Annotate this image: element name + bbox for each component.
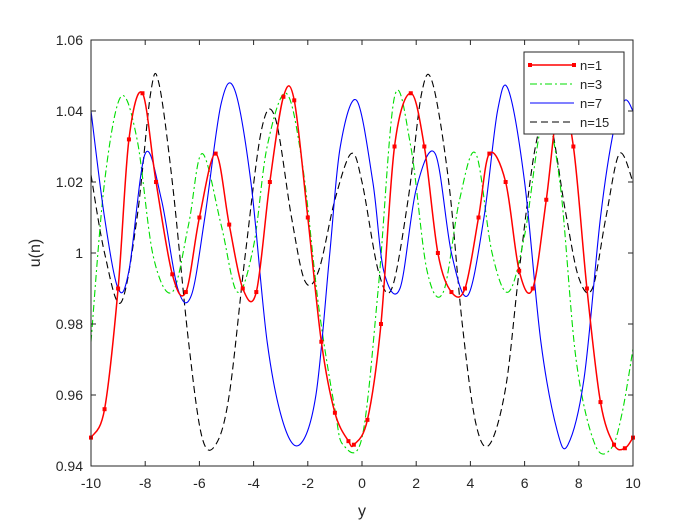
legend-item: n=15 [530, 115, 609, 130]
data-point [140, 91, 145, 96]
data-point [197, 215, 202, 220]
data-point [102, 407, 107, 412]
data-point [183, 290, 188, 295]
y-axis-label: u(n) [27, 239, 44, 267]
data-point [351, 442, 356, 447]
y-tick-label: 1 [75, 245, 83, 261]
data-point [392, 144, 397, 149]
data-point [571, 144, 576, 149]
data-point [584, 286, 589, 291]
y-tick-label: 1.02 [56, 174, 83, 190]
data-point [292, 98, 297, 103]
data-point [126, 137, 131, 142]
x-tick-label: 8 [575, 475, 583, 491]
legend-label: n=3 [580, 77, 602, 92]
data-point [503, 180, 508, 184]
data-point [378, 322, 383, 326]
data-point [598, 400, 603, 405]
y-tick-label: 0.96 [56, 387, 83, 403]
series-line-n=15 [90, 72, 634, 451]
x-tick-label: 0 [358, 475, 366, 491]
data-point [622, 446, 627, 451]
data-point [319, 339, 324, 344]
x-tick-label: -2 [302, 475, 315, 491]
x-axis: -10 -8 -6 -4 -2 0 2 4 6 8 10 [81, 40, 641, 491]
legend-item: n=7 [530, 96, 602, 111]
legend-marker [572, 63, 576, 67]
series-line-n=3 [90, 89, 634, 455]
data-point [267, 180, 272, 184]
y-tick-label: 1.04 [56, 103, 83, 119]
data-point [213, 151, 218, 156]
data-point [281, 94, 286, 99]
series-n=1 [89, 85, 635, 451]
data-point [422, 144, 427, 149]
legend-label: n=1 [580, 58, 602, 73]
data-point [346, 439, 351, 444]
data-point [170, 272, 175, 277]
data-point [154, 180, 159, 184]
y-tick-label: 0.98 [56, 316, 83, 332]
x-tick-label: -6 [193, 475, 206, 491]
legend-item: n=1 [528, 58, 602, 73]
x-tick-label: -8 [139, 475, 152, 491]
legend-label: n=15 [580, 115, 609, 130]
x-axis-label: y [358, 503, 366, 520]
y-tick-label: 0.94 [56, 458, 83, 474]
x-tick-label: -10 [81, 475, 101, 491]
data-point [462, 286, 467, 291]
x-tick-label: 4 [467, 475, 475, 491]
data-point [612, 442, 617, 447]
data-point [544, 197, 549, 202]
legend-label: n=7 [580, 96, 602, 111]
data-point [517, 268, 522, 273]
data-point [240, 286, 245, 291]
series-line-n=1 [90, 85, 634, 451]
x-tick-label: 2 [412, 475, 420, 491]
legend: n=1 n=3 n=7 n=15 [523, 51, 625, 135]
x-tick-label: -4 [247, 475, 260, 491]
x-tick-label: 10 [625, 475, 641, 491]
y-tick-label: 1.06 [56, 32, 83, 48]
data-point [305, 215, 310, 220]
data-point [476, 215, 481, 220]
legend-item: n=3 [530, 77, 602, 92]
data-point [227, 222, 232, 227]
data-point [365, 417, 370, 422]
data-point [408, 91, 413, 96]
data-point [254, 290, 259, 295]
data-point [332, 410, 337, 415]
y-axis: 0.94 0.96 0.98 1 1.02 1.04 1.06 [56, 32, 633, 474]
x-tick-label: 6 [521, 475, 529, 491]
series-n=3 [90, 89, 634, 455]
data-point [487, 151, 492, 156]
series-n=15 [90, 72, 634, 451]
series-layer [89, 72, 635, 455]
data-point [530, 286, 535, 291]
legend-marker [528, 63, 532, 67]
data-point [435, 251, 440, 255]
data-point [449, 290, 454, 295]
data-point [116, 286, 121, 291]
